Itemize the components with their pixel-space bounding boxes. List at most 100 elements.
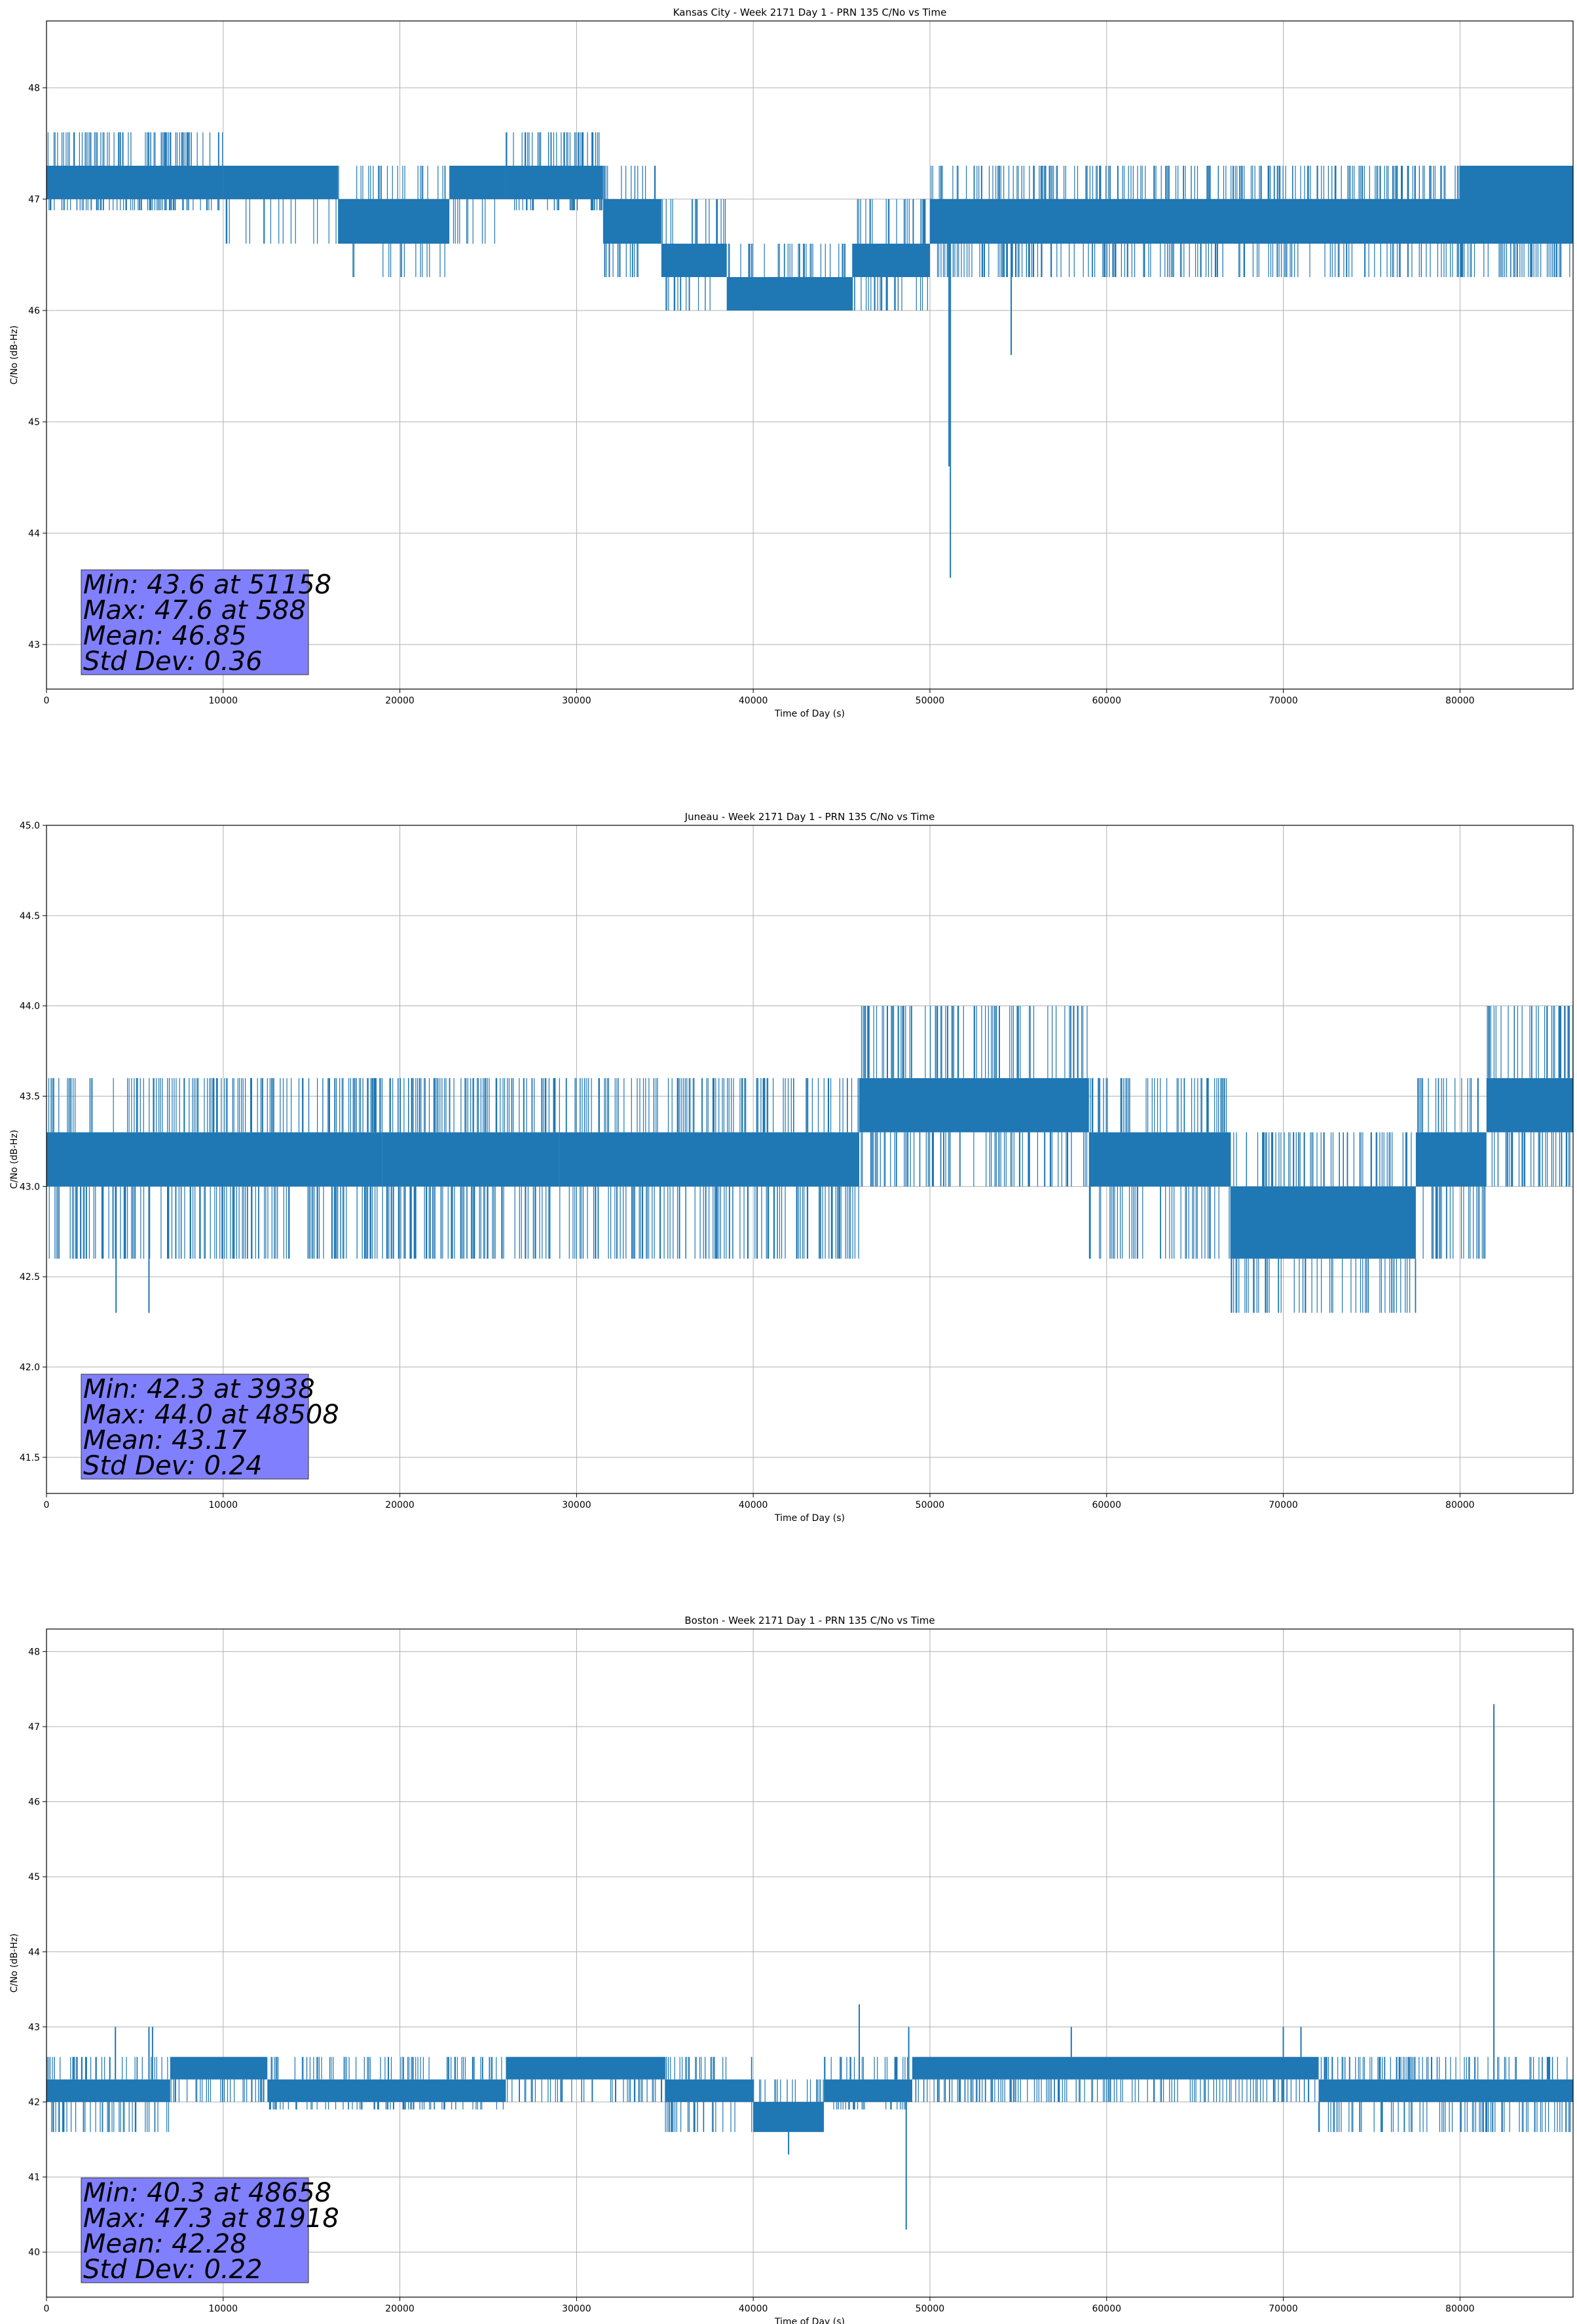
x-tick-label: 0 bbox=[44, 696, 50, 706]
data-spikes bbox=[506, 132, 603, 210]
x-tick-label: 60000 bbox=[1092, 696, 1121, 706]
x-tick-label: 10000 bbox=[209, 1500, 238, 1510]
chart-panel-juneau: 0 10000 20000 30000 40000 50000 60000 70000 8000… bbox=[9, 811, 1574, 1524]
chart-panel-kansas-city: 0 10000 20000 30000 40000 50000 60000 70000 8000… bbox=[9, 7, 1574, 719]
y-tick-label: 43.5 bbox=[20, 1092, 40, 1102]
data-series bbox=[46, 1005, 1573, 1313]
stats-annotation-box bbox=[81, 569, 309, 675]
ticks: 0 10000 20000 30000 40000 50000 60000 70000 8000… bbox=[20, 821, 1475, 1510]
stats-annotation: Min: 40.3 at 48658 Max: 47.3 at 81918 Me… bbox=[81, 2177, 339, 2285]
y-tick-label: 40 bbox=[28, 2247, 40, 2258]
stats-mean: Mean: 42.28 bbox=[83, 2229, 247, 2259]
data-spikes bbox=[48, 1078, 383, 1259]
data-spikes bbox=[559, 1078, 859, 1259]
y-tick-label: 41 bbox=[28, 2173, 40, 2183]
data-spikes bbox=[852, 199, 928, 310]
data-band bbox=[603, 199, 661, 244]
data-spikes bbox=[507, 2079, 663, 2102]
x-axis-label: Time of Day (s) bbox=[774, 2317, 845, 2324]
data-band bbox=[46, 1132, 382, 1187]
stats-max: Max: 47.6 at 588 bbox=[83, 595, 306, 626]
data-band bbox=[859, 1078, 1089, 1133]
x-tick-label: 30000 bbox=[562, 696, 591, 706]
data-band bbox=[223, 166, 339, 199]
x-axis-label: Time of Day (s) bbox=[774, 1513, 845, 1524]
x-tick-label: 50000 bbox=[916, 696, 945, 706]
data-spikes bbox=[1088, 1078, 1230, 1259]
data-spikes bbox=[753, 2079, 824, 2102]
data-spikes bbox=[931, 166, 1573, 277]
x-tick-label: 70000 bbox=[1269, 1500, 1298, 1510]
data-spikes bbox=[861, 1005, 1088, 1187]
y-tick-label: 45.0 bbox=[20, 821, 40, 831]
stats-max: Max: 44.0 at 48508 bbox=[83, 1400, 339, 1430]
grid bbox=[46, 21, 1573, 689]
y-tick-label: 42 bbox=[28, 2097, 40, 2108]
x-tick-label: 40000 bbox=[739, 2304, 768, 2314]
data-band bbox=[753, 2102, 825, 2132]
data-band bbox=[824, 2079, 912, 2103]
data-spikes bbox=[915, 2079, 1316, 2102]
y-tick-label: 44.0 bbox=[20, 1002, 40, 1012]
data-band bbox=[661, 244, 727, 277]
y-tick-label: 46 bbox=[28, 306, 40, 316]
stats-min: Min: 40.3 at 48658 bbox=[83, 2178, 331, 2208]
data-band bbox=[382, 1132, 559, 1187]
chart-title: Kansas City - Week 2171 Day 1 - PRN 135 … bbox=[673, 7, 947, 18]
x-tick-label: 20000 bbox=[385, 696, 415, 706]
data-spikes bbox=[453, 199, 495, 244]
data-spikes bbox=[1230, 1132, 1417, 1313]
data-spikes bbox=[47, 132, 223, 210]
y-axis-label: C/No (dB-Hz) bbox=[9, 1934, 20, 1993]
data-band bbox=[559, 1132, 860, 1187]
data-band bbox=[267, 2079, 506, 2103]
data-band bbox=[1460, 166, 1573, 199]
x-tick-label: 0 bbox=[44, 1500, 50, 1510]
stats-std-dev: Std Dev: 0.36 bbox=[83, 647, 263, 677]
data-spikes bbox=[225, 199, 337, 244]
y-tick-label: 48 bbox=[28, 1647, 40, 1657]
stats-mean: Mean: 43.17 bbox=[83, 1425, 247, 1455]
y-tick-label: 45 bbox=[28, 417, 40, 428]
data-spikes bbox=[338, 166, 446, 277]
x-tick-label: 30000 bbox=[562, 1500, 591, 1510]
x-tick-label: 80000 bbox=[1445, 1500, 1475, 1510]
ticks: 0 10000 20000 30000 40000 50000 60000 70000 8000… bbox=[28, 83, 1474, 706]
x-tick-label: 60000 bbox=[1092, 1500, 1121, 1510]
data-band bbox=[449, 166, 506, 199]
data-band bbox=[46, 166, 223, 199]
stats-min: Min: 42.3 at 3938 bbox=[83, 1374, 315, 1404]
x-tick-label: 20000 bbox=[385, 2304, 415, 2314]
data-band bbox=[1318, 2079, 1573, 2103]
y-tick-label: 41.5 bbox=[20, 1453, 40, 1463]
data-spikes bbox=[1417, 1078, 1486, 1259]
data-band bbox=[1088, 1132, 1231, 1187]
data-band bbox=[726, 277, 853, 310]
data-band bbox=[1415, 1132, 1487, 1187]
x-tick-label: 0 bbox=[44, 2304, 50, 2314]
data-band bbox=[506, 166, 603, 199]
x-tick-label: 10000 bbox=[209, 696, 238, 706]
y-tick-label: 45 bbox=[28, 1872, 40, 1883]
stats-mean: Mean: 46.85 bbox=[83, 621, 247, 651]
data-band bbox=[338, 199, 450, 244]
x-axis-label: Time of Day (s) bbox=[774, 709, 845, 719]
stats-std-dev: Std Dev: 0.24 bbox=[83, 1451, 263, 1481]
y-tick-label: 44 bbox=[28, 529, 40, 539]
axes-frame bbox=[46, 20, 1574, 690]
stats-annotation: Min: 43.6 at 51158 Max: 47.6 at 588 Mean… bbox=[81, 569, 331, 677]
y-tick-label: 43 bbox=[28, 2022, 40, 2033]
y-tick-label: 48 bbox=[28, 83, 40, 94]
stats-annotation-box bbox=[81, 1374, 309, 1480]
data-band bbox=[506, 2057, 665, 2080]
y-tick-label: 42.0 bbox=[20, 1362, 40, 1373]
x-tick-label: 10000 bbox=[209, 2304, 238, 2314]
data-spikes bbox=[665, 2057, 752, 2132]
ticks: 0 10000 20000 30000 40000 50000 60000 70000 8000… bbox=[28, 1647, 1474, 2314]
data-band bbox=[170, 2057, 268, 2080]
data-band bbox=[1486, 1078, 1573, 1133]
data-band bbox=[665, 2079, 754, 2103]
data-spikes bbox=[661, 199, 726, 310]
y-axis-label: C/No (dB-Hz) bbox=[9, 326, 20, 384]
data-spikes bbox=[1318, 2057, 1571, 2132]
